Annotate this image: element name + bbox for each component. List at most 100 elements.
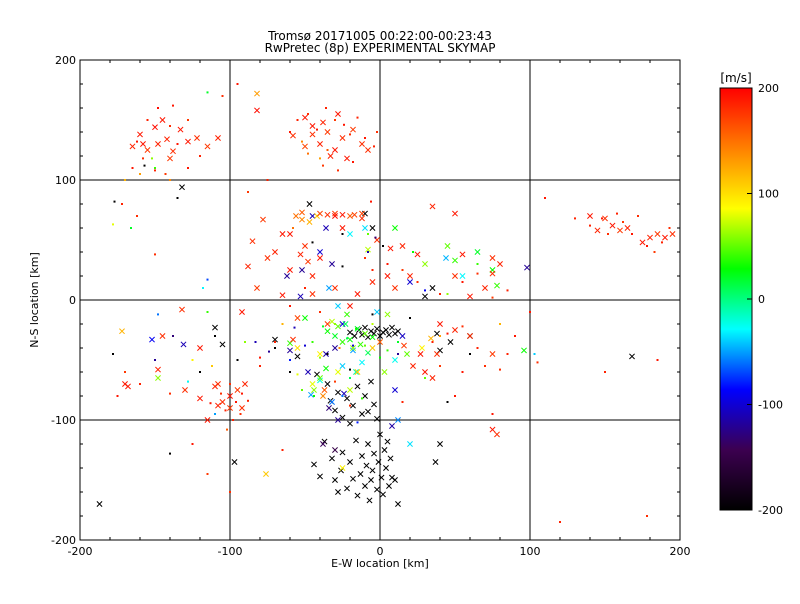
data-point-x-marker [404, 351, 410, 357]
data-point-x-marker [149, 336, 155, 343]
data-point-x-marker [215, 135, 221, 141]
data-point-x-marker [159, 117, 166, 123]
data-point-dot [536, 361, 539, 364]
data-point-x-marker [185, 138, 191, 145]
data-point-dot [446, 293, 449, 295]
data-point-x-marker [639, 239, 646, 246]
data-point-dot [439, 293, 441, 295]
data-point-dot [281, 323, 284, 325]
data-point-dot [289, 305, 291, 307]
data-point-x-marker [359, 453, 365, 459]
data-point-x-marker [326, 405, 332, 411]
data-point-dot [382, 245, 384, 247]
data-point-dot [461, 281, 464, 283]
data-point-x-marker [407, 273, 413, 279]
data-point-x-marker [365, 246, 371, 253]
data-point-dot [169, 125, 171, 127]
data-point-x-marker [347, 387, 353, 393]
data-point-x-marker [137, 131, 143, 138]
data-point-x-marker [434, 351, 440, 357]
data-point-dot [334, 323, 336, 325]
data-point-x-marker [324, 381, 331, 387]
data-point-dot [364, 344, 366, 347]
x-tick-label: 0 [377, 545, 384, 558]
data-point-dot [574, 217, 576, 220]
data-point-dot [172, 104, 174, 107]
data-point-dot [446, 401, 449, 403]
data-point-x-marker [231, 459, 238, 465]
data-point-x-marker [342, 321, 349, 327]
data-point-x-marker [482, 285, 488, 291]
data-point-x-marker [353, 437, 359, 444]
data-point-dot [296, 119, 299, 121]
data-point-x-marker [389, 324, 395, 331]
data-point-x-marker [392, 477, 398, 483]
data-point-x-marker [363, 462, 370, 469]
data-point-x-marker [387, 245, 394, 252]
data-point-dot [202, 287, 204, 289]
data-point-x-marker [339, 414, 346, 421]
data-point-dot [319, 356, 321, 359]
data-point-x-marker [239, 309, 245, 315]
data-point-x-marker [467, 333, 473, 339]
data-point-x-marker [357, 471, 364, 477]
data-point-x-marker [359, 215, 365, 222]
data-point-dot [289, 131, 291, 133]
data-point-dot [356, 421, 359, 424]
data-point-dot [491, 413, 494, 415]
data-point-dot [355, 327, 357, 330]
data-point-x-marker [365, 441, 371, 447]
data-point-dot [239, 413, 242, 415]
data-point-x-marker [422, 293, 428, 300]
data-point-dot [656, 359, 659, 361]
data-point-x-marker [489, 426, 496, 433]
data-point-x-marker [434, 330, 440, 337]
data-point-x-marker [521, 347, 527, 354]
data-point-x-marker [324, 129, 331, 135]
data-point-dot [112, 223, 114, 226]
data-point-dot [247, 191, 249, 193]
data-point-dot [424, 289, 426, 292]
data-point-x-marker [264, 255, 271, 261]
data-point-x-marker [384, 438, 391, 445]
data-point-x-marker [459, 251, 466, 258]
data-point-x-marker [369, 225, 376, 231]
data-point-dot [139, 173, 141, 175]
data-point-x-marker [647, 234, 653, 241]
data-point-dot [187, 167, 189, 169]
data-point-dot [341, 395, 344, 397]
data-point-x-marker [287, 347, 293, 354]
data-point-dot [226, 428, 228, 431]
data-point-dot [607, 233, 609, 235]
data-point-dot [589, 224, 591, 227]
data-point-x-marker [362, 324, 368, 331]
data-point-dot [352, 161, 354, 163]
data-point-x-marker [197, 395, 203, 402]
data-point-x-marker [242, 381, 248, 387]
data-point-x-marker [335, 369, 341, 375]
data-point-x-marker [332, 333, 338, 339]
data-point-x-marker [378, 474, 385, 481]
data-point-dot [356, 116, 359, 119]
colorbar-tick-label: -200 [758, 504, 783, 517]
data-point-x-marker [309, 131, 316, 138]
data-point-x-marker [369, 467, 376, 474]
data-point-x-marker [339, 225, 346, 231]
data-point-dot [668, 227, 671, 229]
data-point-x-marker [302, 243, 308, 249]
data-point-dot [311, 241, 314, 244]
data-point-x-marker [179, 184, 185, 191]
data-point-x-marker [366, 497, 373, 504]
data-point-x-marker [215, 381, 221, 387]
data-point-x-marker [429, 203, 436, 210]
data-point-x-marker [395, 417, 401, 423]
x-tick-label: 100 [520, 545, 541, 558]
data-point-dot [131, 167, 134, 169]
data-point-x-marker [254, 107, 260, 114]
data-point-x-marker [377, 431, 383, 438]
data-point-dot [199, 371, 201, 373]
data-point-dot [361, 397, 363, 400]
data-point-x-marker [437, 321, 443, 327]
data-point-dot [601, 217, 603, 220]
